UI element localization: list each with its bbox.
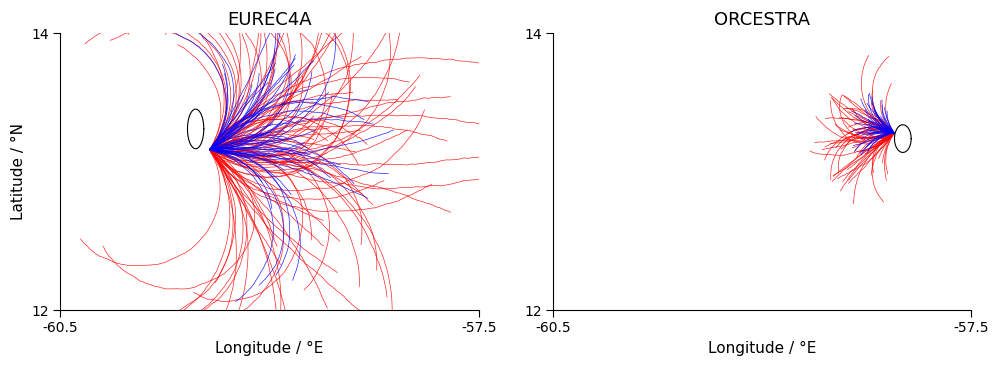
X-axis label: Longitude / °E: Longitude / °E	[215, 341, 324, 356]
Title: ORCESTRA: ORCESTRA	[714, 11, 810, 29]
Y-axis label: Latitude / °N: Latitude / °N	[11, 123, 26, 220]
Title: EUREC4A: EUREC4A	[227, 11, 312, 29]
X-axis label: Longitude / °E: Longitude / °E	[708, 341, 816, 356]
